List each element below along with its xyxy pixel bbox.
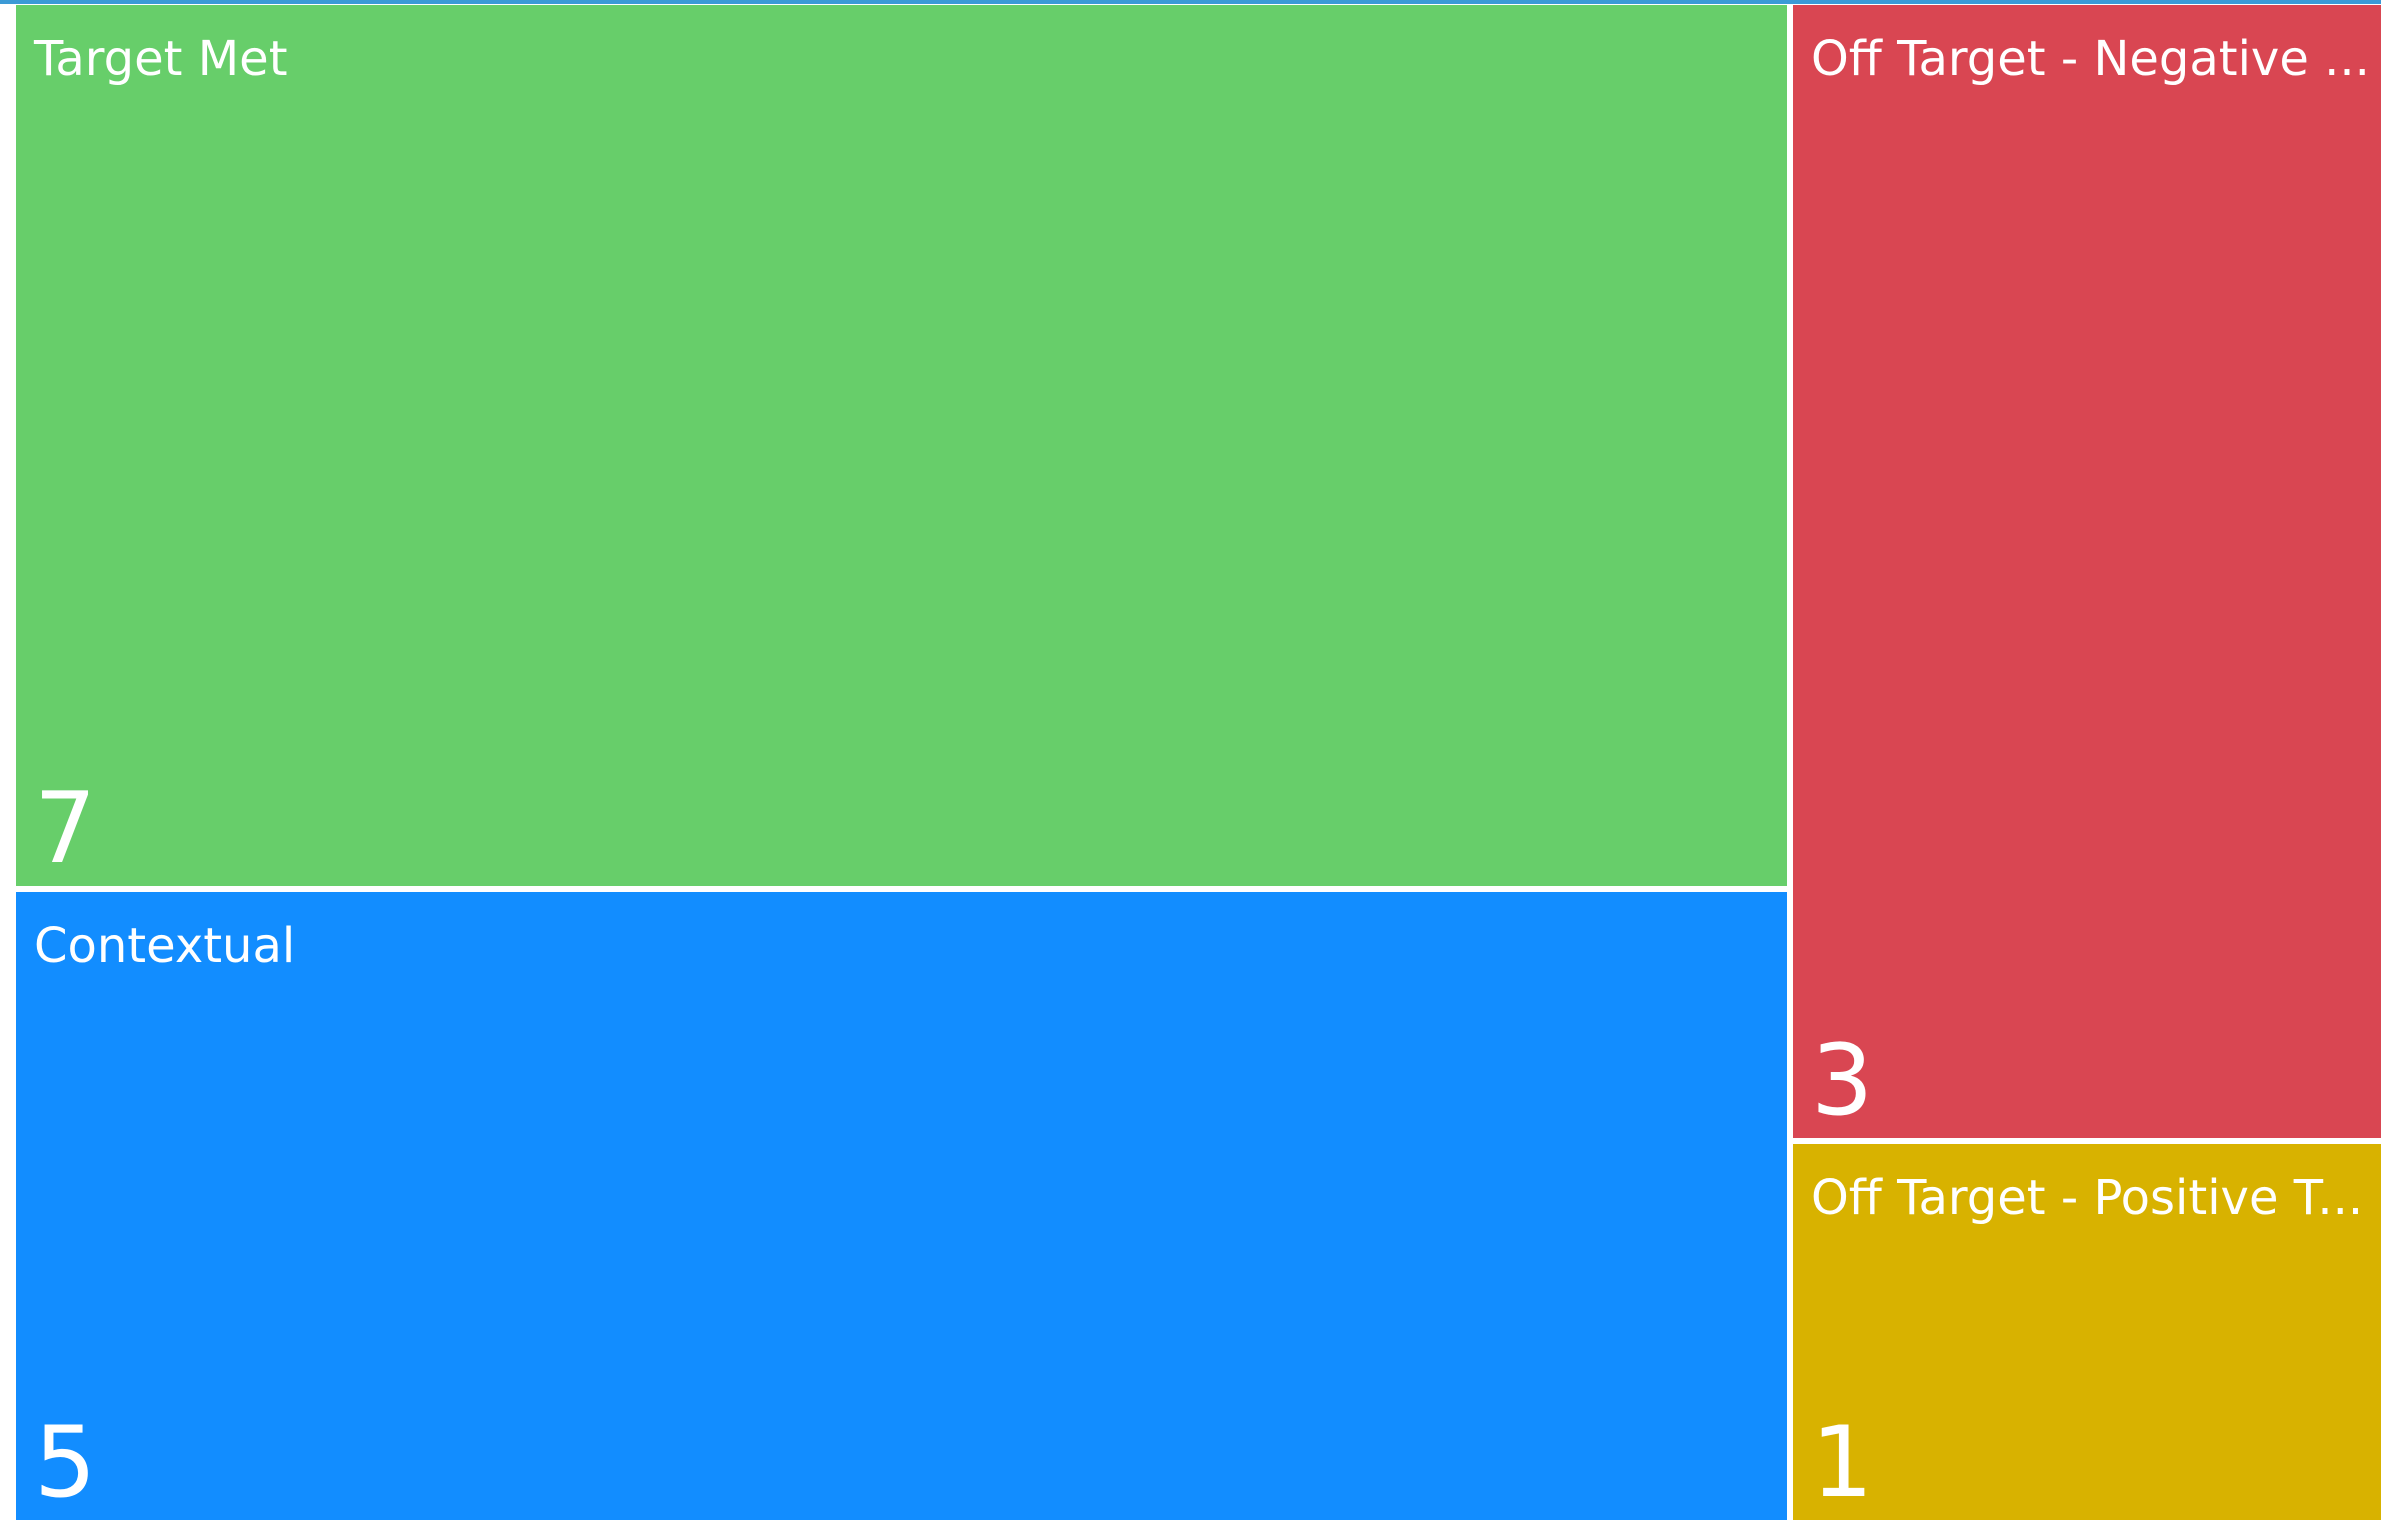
tile-contextual[interactable]: Contextual 5 bbox=[16, 892, 1787, 1520]
tile-value: 5 bbox=[34, 1406, 97, 1520]
tile-label: Off Target - Positive T... bbox=[1811, 1170, 2364, 1226]
tile-value: 3 bbox=[1811, 1024, 1874, 1138]
tile-off-target-negative[interactable]: Off Target - Negative ... 3 bbox=[1793, 5, 2381, 1138]
tile-target-met[interactable]: Target Met 7 bbox=[16, 5, 1787, 886]
tile-label: Contextual bbox=[34, 918, 296, 974]
tile-value: 1 bbox=[1811, 1406, 1874, 1520]
tile-off-target-positive[interactable]: Off Target - Positive T... 1 bbox=[1793, 1144, 2381, 1520]
tile-label: Target Met bbox=[34, 31, 288, 87]
top-accent-line bbox=[0, 0, 2381, 4]
tile-value: 7 bbox=[34, 772, 97, 886]
tile-label: Off Target - Negative ... bbox=[1811, 31, 2370, 87]
